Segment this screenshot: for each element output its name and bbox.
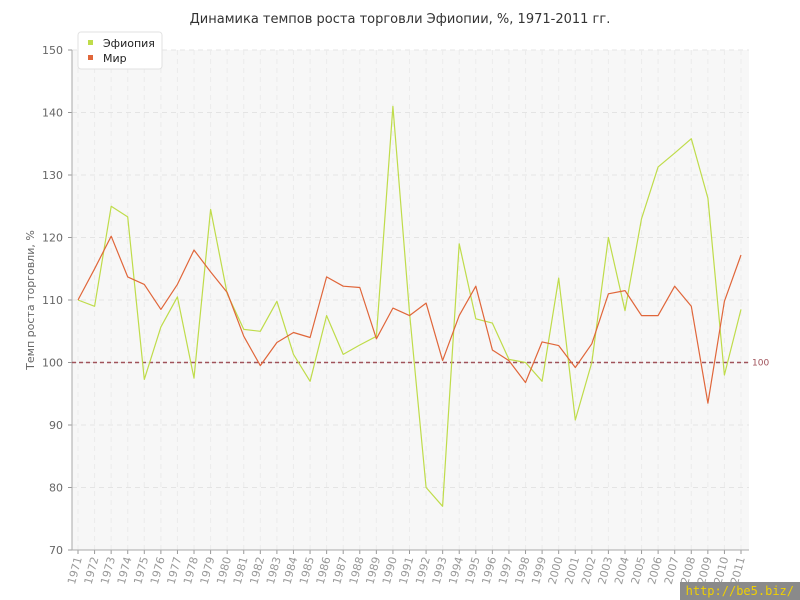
y-tick-label: 140 bbox=[42, 107, 63, 120]
legend-entry: Мир bbox=[103, 52, 127, 65]
y-tick-label: 150 bbox=[42, 44, 63, 57]
grid bbox=[72, 49, 749, 550]
legend-marker bbox=[88, 40, 93, 45]
y-tick-label: 100 bbox=[42, 357, 63, 370]
series-line-ethiopia bbox=[77, 105, 742, 507]
y-tick-label: 130 bbox=[42, 169, 63, 182]
y-tick-label: 70 bbox=[49, 544, 63, 557]
reference-line-label: 100 bbox=[752, 359, 769, 369]
y-tick-label: 90 bbox=[49, 419, 63, 432]
series-group bbox=[77, 105, 742, 507]
legend-box bbox=[77, 31, 163, 70]
watermark: http://be5.biz/ bbox=[679, 582, 800, 600]
chart-title: Динамика темпов роста торговли Эфиопии, … bbox=[190, 12, 611, 27]
y-tick-label: 80 bbox=[49, 482, 63, 495]
series-line-world bbox=[77, 235, 742, 404]
legend: Эфиопия Мир bbox=[77, 31, 163, 70]
legend-entry: Эфиопия bbox=[103, 37, 155, 50]
y-axis-label: Темп роста торговли, % bbox=[24, 230, 37, 371]
y-tick-label: 110 bbox=[42, 294, 63, 307]
reference-line-group: 100 bbox=[72, 359, 769, 369]
y-tick-label: 120 bbox=[42, 232, 63, 245]
legend-marker bbox=[88, 55, 93, 60]
